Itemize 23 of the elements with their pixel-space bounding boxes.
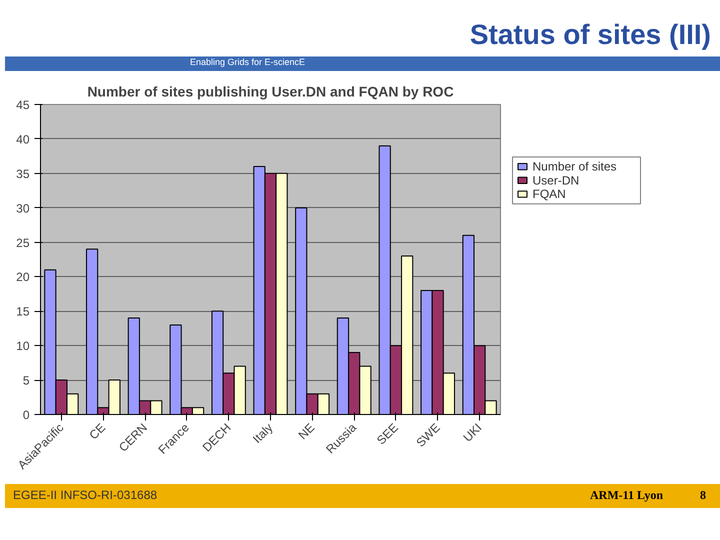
y-tick-label: 5 xyxy=(22,374,30,388)
y-tick-label: 40 xyxy=(16,132,30,146)
y-tick-label: 30 xyxy=(16,201,30,216)
text: 8 xyxy=(700,488,706,503)
text: ARM-11 Lyon xyxy=(590,488,664,503)
y-tick-label: 0 xyxy=(22,408,30,422)
y-tick-label: 25 xyxy=(16,236,30,250)
x-tick-label: UKI xyxy=(460,420,485,445)
legend-label: FQAN xyxy=(532,187,566,202)
x-tick-label: Italy xyxy=(250,420,276,446)
text: EGEE-II INFSO-RI-031688 xyxy=(13,488,158,502)
legend-label: Number of sites xyxy=(532,160,617,174)
text: Status of sites (III) xyxy=(470,19,711,51)
text: Enabling Grids for E-sciencE xyxy=(190,57,306,67)
chart-title: Number of sites publishing User.DN and FQAN by ROC xyxy=(87,84,454,100)
x-tick-label: CE xyxy=(86,420,108,442)
y-tick-label: 20 xyxy=(16,270,30,284)
y-tick-label: 35 xyxy=(16,166,30,181)
y-tick-label: 45 xyxy=(16,98,30,112)
y-tick-label: 15 xyxy=(16,304,30,319)
x-tick-label: NE xyxy=(296,420,318,442)
legend-label: User-DN xyxy=(532,173,580,188)
y-tick-label: 10 xyxy=(16,339,30,354)
